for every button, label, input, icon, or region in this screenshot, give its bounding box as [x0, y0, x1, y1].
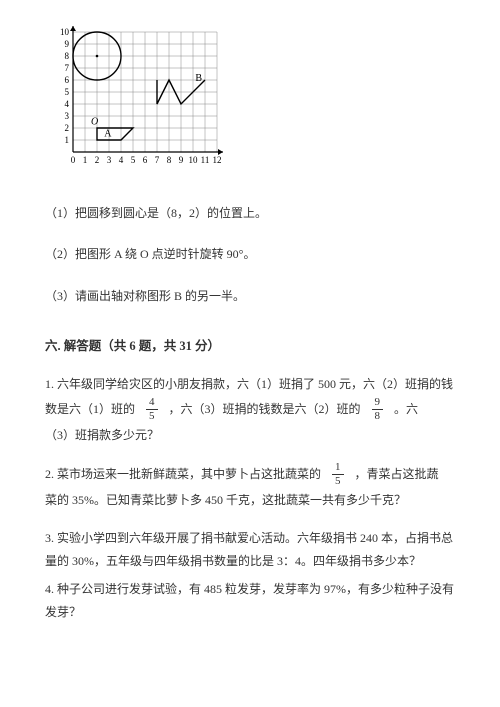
problem-2-line2: 菜的 35%。已知青菜比萝卜多 450 千克，这批蔬菜一共有多少千克？: [45, 493, 406, 507]
svg-text:0: 0: [71, 155, 76, 165]
svg-text:O: O: [91, 116, 98, 127]
svg-text:2: 2: [65, 123, 70, 133]
problem-1-line3: （3）班捐款多少元？: [45, 428, 159, 442]
sub-question-3: （3）请画出轴对称图形 B 的另一半。: [45, 287, 460, 306]
problem-2-line1b: ，青菜占这批蔬: [355, 467, 439, 481]
svg-text:1: 1: [83, 155, 88, 165]
frac-den: 8: [372, 410, 384, 422]
svg-text:5: 5: [65, 87, 70, 97]
sub-question-2: （2）把图形 A 绕 O 点逆时针旋转 90°。: [45, 245, 460, 264]
problem-4: 4. 种子公司进行发芽试验，有 485 粒发芽，发芽率为 97%，有多少粒种子没…: [45, 578, 460, 624]
svg-text:5: 5: [131, 155, 136, 165]
svg-text:4: 4: [119, 155, 124, 165]
frac-num: 1: [332, 462, 344, 475]
problem-3: 3. 实验小学四到六年级开展了捐书献爱心活动。六年级捐书 240 本，占捐书总量…: [45, 527, 460, 573]
problem-1-line2c: 。六: [394, 402, 418, 416]
svg-text:3: 3: [107, 155, 112, 165]
svg-text:12: 12: [213, 155, 222, 165]
section-6-header: 六. 解答题（共 6 题，共 31 分）: [45, 336, 460, 356]
problem-1: 1. 六年级同学给灾区的小朋友捐款，六（1）班捐了 500 元，六（2）班捐的钱…: [45, 372, 460, 448]
frac-den: 5: [146, 410, 158, 422]
svg-text:9: 9: [65, 39, 70, 49]
svg-text:10: 10: [189, 155, 199, 165]
problem-1-line2a: 数是六（1）班的: [45, 402, 135, 416]
svg-text:7: 7: [65, 63, 70, 73]
problem-1-line2b: ，六（3）班捐的钱数是六（2）班的: [169, 402, 361, 416]
svg-text:2: 2: [95, 155, 100, 165]
svg-text:1: 1: [65, 135, 70, 145]
svg-text:6: 6: [65, 75, 70, 85]
svg-text:4: 4: [65, 99, 70, 109]
svg-text:3: 3: [65, 111, 70, 121]
svg-text:6: 6: [143, 155, 148, 165]
svg-text:11: 11: [201, 155, 210, 165]
svg-text:A: A: [104, 128, 112, 139]
coordinate-grid: 012345678910111212345678910AOB: [47, 18, 225, 170]
problem-1-line1: 1. 六年级同学给灾区的小朋友捐款，六（1）班捐了 500 元，六（2）班捐的钱: [45, 377, 453, 391]
fraction-1-5: 1 5: [332, 462, 344, 487]
frac-den: 5: [332, 475, 344, 487]
frac-num: 4: [146, 397, 158, 410]
fraction-4-5: 4 5: [146, 397, 158, 422]
sub-question-1: （1）把圆移到圆心是（8，2）的位置上。: [45, 204, 460, 223]
svg-text:7: 7: [155, 155, 160, 165]
grid-figure: 012345678910111212345678910AOB: [47, 18, 460, 176]
svg-text:8: 8: [167, 155, 172, 165]
problem-2: 2. 菜市场运来一批新鲜蔬菜，其中萝卜占这批蔬菜的 1 5 ，青菜占这批蔬 菜的…: [45, 462, 460, 513]
svg-text:9: 9: [179, 155, 184, 165]
svg-text:B: B: [195, 73, 202, 84]
frac-num: 9: [372, 397, 384, 410]
svg-text:10: 10: [60, 27, 70, 37]
problem-2-line1a: 2. 菜市场运来一批新鲜蔬菜，其中萝卜占这批蔬菜的: [45, 467, 321, 481]
fraction-9-8: 9 8: [372, 397, 384, 422]
svg-text:8: 8: [65, 51, 70, 61]
